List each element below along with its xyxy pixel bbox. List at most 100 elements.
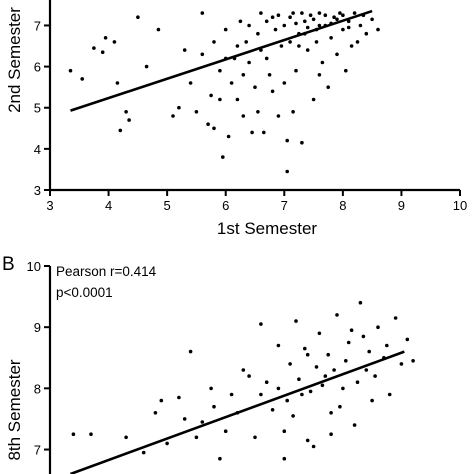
panel-a-x-axis-label: 1st Semester xyxy=(217,219,317,238)
panel-a-data-point xyxy=(253,85,257,89)
panel-a-data-point xyxy=(241,114,246,118)
panel-b-data-point xyxy=(332,368,336,372)
panel-a-data-point xyxy=(238,19,243,24)
panel-a-data-point xyxy=(282,81,287,85)
panel-a-x-tick-label: 8 xyxy=(339,198,346,213)
panel-b-data-point xyxy=(358,300,363,305)
panel-a-data-point xyxy=(355,40,360,44)
panel-b-data-point xyxy=(200,420,205,424)
panel-b-data-point xyxy=(259,322,263,326)
panel-a-data-point xyxy=(221,155,225,159)
panel-a-data-point xyxy=(294,21,298,26)
panel-b-data-point xyxy=(320,383,325,388)
panel-a-data-point xyxy=(297,44,301,48)
panel-a-data-point xyxy=(294,68,298,73)
panel-a-data-point xyxy=(212,126,216,131)
panel-a-data-point xyxy=(305,25,310,30)
panel-b-data-point xyxy=(323,374,328,378)
panel-b-data-point xyxy=(338,404,342,409)
panel-b-data-point xyxy=(153,411,158,415)
panel-a-data-point xyxy=(300,11,304,15)
panel-a-data-point xyxy=(276,114,281,118)
panel-a-data-point xyxy=(329,36,333,40)
panel-a-data-point xyxy=(349,44,354,48)
panel-b-data-point xyxy=(385,343,389,348)
panel-a-data-point xyxy=(264,19,269,24)
panel-a-data-point xyxy=(288,40,292,44)
panel-a-data-point xyxy=(259,11,263,15)
panel-a-data-point xyxy=(352,11,357,15)
panel-b-y-ticks: 7 8 9 10 xyxy=(27,259,50,458)
panel-a-y-axis-label: 2nd Semester xyxy=(5,7,24,113)
panel-b-data-point xyxy=(326,352,331,357)
panel-b-y-tick-label: 8 xyxy=(34,381,41,396)
panel-a-data-point xyxy=(226,134,231,139)
panel-b-data-point xyxy=(177,395,181,400)
panel-a-data-point xyxy=(223,27,228,32)
panel-a-data-point xyxy=(285,138,290,143)
panel-a-data-point xyxy=(68,68,73,73)
panel-a-data-point xyxy=(156,27,161,32)
panel-a-data-point xyxy=(171,114,175,118)
panel-a-data-point xyxy=(200,52,205,57)
panel-a-data-point xyxy=(370,17,374,22)
panel-a-data-point xyxy=(194,110,199,114)
panel-b-data-point xyxy=(276,343,281,348)
panel-b-chart: B 7 8 9 10 Pearson r=0.414 p<0.0001 8th Sem… xyxy=(2,254,415,474)
panel-a-data-point xyxy=(300,140,304,145)
panel-a-x-tick-label: 4 xyxy=(105,198,112,213)
panel-a-data-point xyxy=(212,40,216,44)
panel-b-data-point xyxy=(259,392,263,397)
panel-a-x-ticks: 3 4 5 6 7 8 9 10 xyxy=(46,190,467,213)
panel-a-data-point xyxy=(144,64,149,69)
panel-a-y-tick-label: 7 xyxy=(34,18,41,33)
panel-a-data-point xyxy=(320,60,325,65)
panel-a-data-point xyxy=(358,23,363,28)
panel-a-data-point xyxy=(206,122,210,126)
panel-a-x-tick-label: 9 xyxy=(398,198,405,213)
panel-a-data-point xyxy=(285,169,290,174)
panel-a-y-tick-label: 4 xyxy=(34,142,41,157)
panel-a-data-point xyxy=(256,110,260,114)
panel-b-data-point xyxy=(387,392,392,397)
panel-b-data-point xyxy=(344,359,348,363)
panel-a-data-point xyxy=(235,97,240,102)
panel-b-data-point xyxy=(209,386,213,391)
panel-a-data-point xyxy=(364,31,369,36)
panel-b-data-point xyxy=(71,432,76,437)
panel-b-data-point xyxy=(300,392,304,397)
panel-b-data-point xyxy=(297,377,301,382)
panel-b-data-point xyxy=(282,456,287,461)
panel-a-data-point xyxy=(335,17,339,22)
panel-a-data-point xyxy=(317,73,322,77)
panel-a-data-point xyxy=(244,40,248,44)
panel-b-data-point xyxy=(361,334,366,339)
panel-b-data-point xyxy=(264,380,269,385)
panel-b-data-point xyxy=(367,349,372,354)
panel-a-data-point xyxy=(276,13,281,17)
panel-a-data-point xyxy=(177,105,181,110)
panel-a-data-point xyxy=(247,23,251,28)
panel-a-data-point xyxy=(80,77,84,81)
panel-b-data-point xyxy=(335,313,339,317)
panel-a-x-tick-label: 7 xyxy=(281,198,288,213)
panel-a-data-point xyxy=(311,17,316,22)
panel-b-y-axis-label: 8th Semester xyxy=(5,359,24,460)
panel-b-data-point xyxy=(346,340,351,345)
panel-a-x-tick-label: 3 xyxy=(46,198,53,213)
panel-a-data-point xyxy=(188,81,193,85)
panel-a-data-point xyxy=(291,11,295,15)
panel-a-data-point xyxy=(338,11,342,15)
panel-b-data-point xyxy=(305,438,310,443)
panel-b-data-point xyxy=(218,456,222,461)
panel-b-data-point xyxy=(253,435,257,440)
panel-a-data-point xyxy=(118,128,123,133)
panel-b-data-point xyxy=(352,423,357,427)
panel-a-data-point xyxy=(136,15,140,19)
panel-a-regression-line xyxy=(70,9,373,112)
panel-b-data-point xyxy=(308,389,313,394)
panel-a-data-point xyxy=(346,25,351,30)
panel-b-data-point xyxy=(212,404,216,409)
panel-a-data-point xyxy=(288,15,292,19)
panel-b-data-point xyxy=(229,392,234,397)
